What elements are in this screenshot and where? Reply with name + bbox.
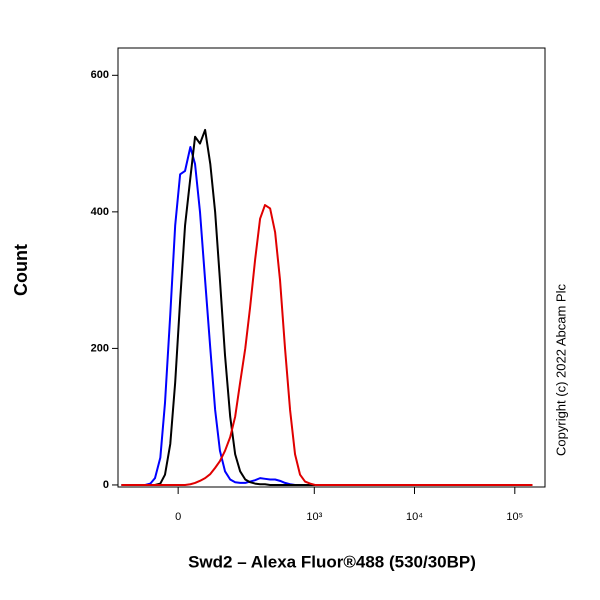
- x-axis-label: Swd2 – Alexa Fluor®488 (530/30BP): [188, 552, 476, 571]
- series-line: [121, 146, 533, 486]
- y-tick-label: 200: [91, 342, 109, 354]
- y-tick-label: 400: [91, 206, 109, 218]
- copyright: Copyright (c) 2022 Abcam Plc: [553, 284, 568, 456]
- x-tick-label: 10³: [306, 511, 322, 523]
- y-tick-label: 600: [91, 69, 109, 81]
- y-axis-label: Count: [11, 244, 31, 296]
- x-tick-label: 10⁴: [406, 511, 423, 523]
- x-tick-label: 0: [175, 511, 181, 523]
- plot-frame: [117, 47, 546, 488]
- series-line: [121, 204, 533, 486]
- x-tick-label: 10⁵: [506, 511, 523, 523]
- series-line: [121, 128, 533, 486]
- y-tick-label: 0: [103, 479, 109, 491]
